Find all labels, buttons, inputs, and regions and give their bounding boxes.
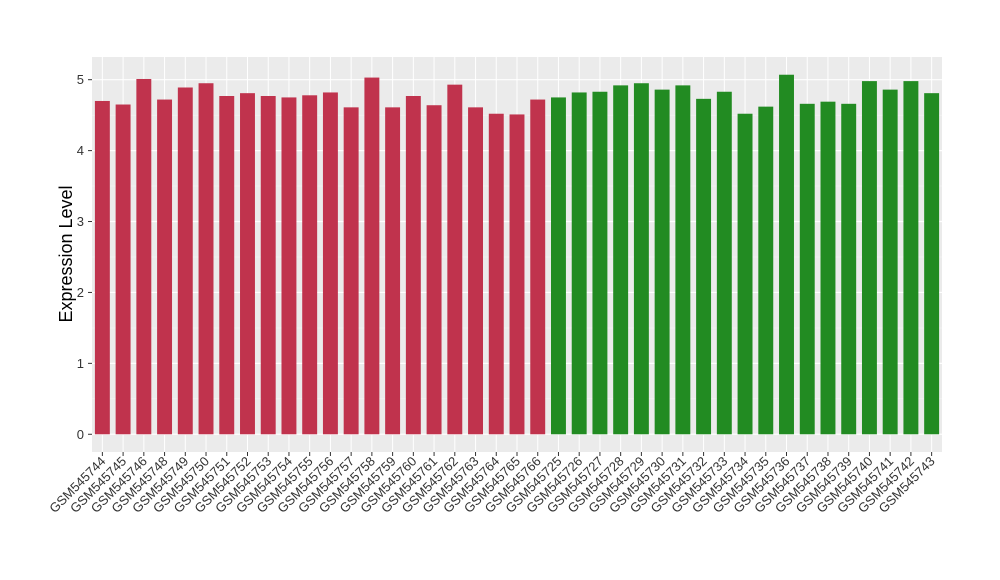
bar	[882, 89, 898, 435]
bar	[737, 113, 753, 435]
bar	[343, 107, 359, 435]
bar	[385, 107, 401, 435]
bar	[758, 106, 774, 435]
bar	[219, 96, 235, 435]
y-tick-label: 5	[77, 72, 84, 87]
y-tick-label: 2	[77, 285, 84, 300]
bar	[924, 93, 940, 435]
bar	[696, 98, 712, 435]
bar	[592, 91, 608, 435]
bar	[94, 100, 110, 435]
bar	[447, 84, 463, 435]
y-tick-label: 1	[77, 356, 84, 371]
bar	[136, 78, 152, 435]
bar	[613, 85, 629, 435]
bar	[675, 85, 691, 435]
bar	[530, 99, 546, 435]
bar	[322, 92, 338, 435]
bar	[633, 83, 649, 435]
bar	[281, 97, 297, 435]
bar	[260, 96, 276, 435]
bar	[240, 93, 255, 435]
bar	[779, 74, 794, 435]
bar	[716, 91, 732, 435]
bar	[157, 99, 173, 435]
y-tick-label: 0	[77, 427, 84, 442]
bar	[426, 105, 442, 435]
y-tick-label: 4	[77, 143, 84, 158]
bar	[177, 87, 193, 435]
bar	[468, 107, 483, 435]
bar	[509, 114, 525, 435]
y-axis-label: Expression Level	[56, 185, 76, 322]
bar	[820, 101, 836, 435]
bar	[115, 104, 131, 435]
bar	[364, 77, 380, 435]
bar	[302, 95, 318, 435]
y-tick-label: 3	[77, 214, 84, 229]
bar	[198, 83, 214, 435]
bar	[903, 81, 919, 435]
bar	[488, 113, 504, 435]
bar	[405, 96, 421, 435]
bar	[861, 81, 877, 435]
bar	[654, 89, 670, 435]
bar	[551, 97, 566, 435]
bar	[841, 103, 857, 435]
bar	[571, 92, 587, 435]
bar	[799, 103, 815, 435]
